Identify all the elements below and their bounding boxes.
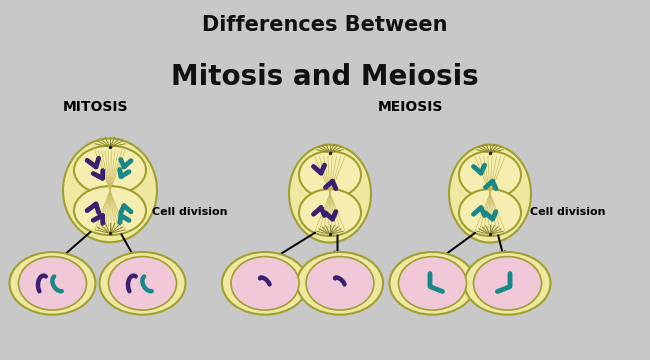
Ellipse shape [289,145,371,243]
Ellipse shape [459,151,521,198]
Ellipse shape [473,257,541,310]
Ellipse shape [459,189,521,236]
Ellipse shape [222,252,308,315]
Ellipse shape [109,257,177,310]
Ellipse shape [299,151,361,198]
Ellipse shape [297,252,383,315]
Text: Differences Between: Differences Between [202,15,448,35]
Ellipse shape [299,189,361,236]
Ellipse shape [99,252,185,315]
Ellipse shape [465,252,551,315]
Ellipse shape [63,139,157,242]
Ellipse shape [389,252,476,315]
Ellipse shape [398,257,467,310]
Text: Cell division: Cell division [153,207,228,217]
Text: Mitosis and Meiosis: Mitosis and Meiosis [171,63,479,91]
Ellipse shape [18,257,86,310]
Ellipse shape [449,145,531,243]
Text: MEIOSIS: MEIOSIS [377,100,443,114]
Ellipse shape [231,257,299,310]
Text: Cell division: Cell division [530,207,606,217]
Ellipse shape [74,146,146,195]
Ellipse shape [74,186,146,235]
Ellipse shape [10,252,96,315]
Text: MITOSIS: MITOSIS [62,100,128,114]
Ellipse shape [306,257,374,310]
